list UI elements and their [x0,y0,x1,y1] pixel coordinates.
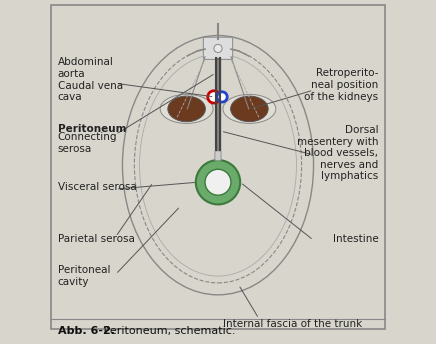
Circle shape [217,92,227,102]
Text: Peritoneal
cavity: Peritoneal cavity [58,265,110,287]
Circle shape [208,91,220,103]
Text: Retroperito-
neal position
of the kidneys: Retroperito- neal position of the kidney… [304,68,378,101]
Text: Abb. 6-2.: Abb. 6-2. [58,326,115,336]
Text: Peritoneum, schematic.: Peritoneum, schematic. [100,326,236,336]
Circle shape [205,169,231,195]
Text: Connecting
serosa: Connecting serosa [58,132,117,154]
Ellipse shape [160,94,213,123]
Text: Internal fascia of the trunk: Internal fascia of the trunk [223,319,363,329]
Text: Dorsal
mesentery with
blood vessels,
nerves and
lymphatics: Dorsal mesentery with blood vessels, ner… [297,125,378,181]
Circle shape [214,44,222,53]
Text: Visceral serosa: Visceral serosa [58,182,136,192]
Text: Intestine: Intestine [333,234,378,244]
Text: Parietal serosa: Parietal serosa [58,234,134,244]
FancyBboxPatch shape [215,151,221,161]
Ellipse shape [231,96,268,122]
Ellipse shape [223,94,276,123]
Text: Peritoneum: Peritoneum [58,124,126,135]
Text: Abb. 6-2. Peritoneum, schematic.: Abb. 6-2. Peritoneum, schematic. [58,326,244,336]
FancyBboxPatch shape [203,37,233,60]
Text: Abdominal
aorta
Caudal vena
cava: Abdominal aorta Caudal vena cava [58,57,123,102]
Circle shape [196,160,240,204]
Ellipse shape [168,96,205,122]
